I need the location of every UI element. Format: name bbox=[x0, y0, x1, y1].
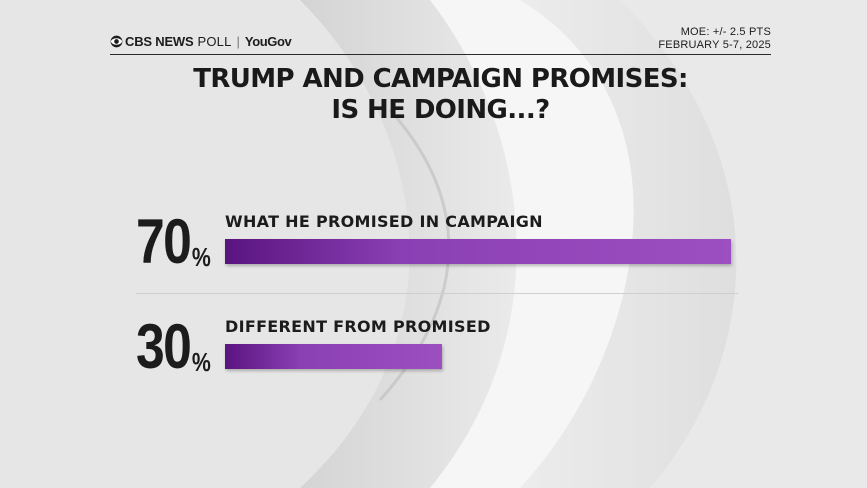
title-line-2: IS HE DOING...? bbox=[331, 95, 550, 125]
value-number: 30 bbox=[136, 312, 192, 382]
value-label: 30% bbox=[136, 312, 211, 382]
title-line-1: TRUMP AND CAMPAIGN PROMISES: bbox=[193, 64, 688, 94]
poll-label: POLL bbox=[197, 34, 232, 49]
header-branding: CBS NEWS POLL | YouGov bbox=[110, 34, 292, 49]
value-label: 70% bbox=[136, 207, 211, 277]
row-divider bbox=[136, 293, 738, 294]
header-rule bbox=[110, 54, 771, 55]
margin-of-error: MOE: +/- 2.5 PTS bbox=[680, 26, 771, 38]
partner-name: YouGov bbox=[244, 34, 292, 49]
header-meta: MOE: +/- 2.5 PTS FEBRUARY 5-7, 2025 bbox=[658, 26, 771, 52]
bar bbox=[225, 344, 442, 369]
value-number: 70 bbox=[136, 207, 192, 277]
cbs-eye-icon bbox=[110, 35, 123, 48]
header-separator: | bbox=[236, 34, 240, 49]
category-label: DIFFERENT FROM PROMISED bbox=[225, 317, 491, 336]
chart-title: TRUMP AND CAMPAIGN PROMISES: IS HE DOING… bbox=[110, 64, 771, 126]
bar bbox=[225, 239, 731, 264]
poll-dates: FEBRUARY 5-7, 2025 bbox=[658, 39, 771, 51]
brand-name: CBS NEWS bbox=[125, 34, 194, 49]
percent-sign: % bbox=[191, 347, 211, 377]
percent-sign: % bbox=[191, 242, 211, 272]
category-label: WHAT HE PROMISED IN CAMPAIGN bbox=[225, 212, 543, 231]
